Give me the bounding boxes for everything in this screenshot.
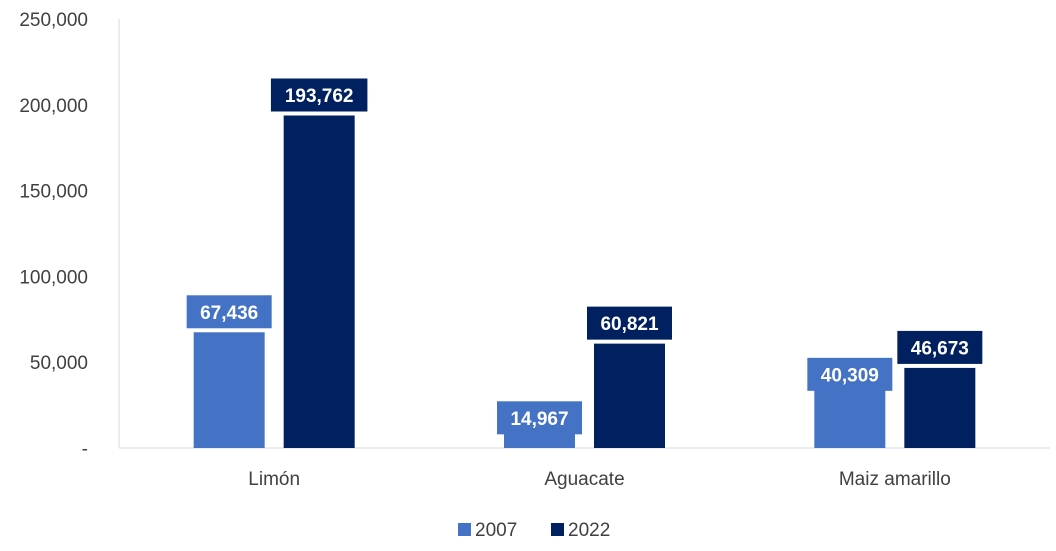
y-tick-label: 200,000 <box>19 96 88 117</box>
data-label-box <box>270 78 368 112</box>
legend-label: 2007 <box>475 520 517 541</box>
x-category-label: Maiz amarillo <box>839 469 951 490</box>
legend: 2007 2022 <box>458 520 610 541</box>
bar-2022-0 <box>283 115 355 449</box>
data-label: 46,673 <box>911 338 969 359</box>
data-label: 193,762 <box>285 86 354 107</box>
y-tick-label: 50,000 <box>30 353 88 374</box>
bar-2022-1 <box>594 343 665 448</box>
data-label-box <box>497 401 582 435</box>
x-axis: Limón Aguacate Maiz amarillo <box>119 447 1050 490</box>
x-category-label: Limón <box>248 469 300 490</box>
bar-2007-0 <box>193 332 265 448</box>
data-label-box <box>186 295 272 329</box>
data-label: 67,436 <box>200 303 258 324</box>
y-tick-label: 150,000 <box>19 182 88 203</box>
data-label: 60,821 <box>600 314 659 335</box>
x-category-label: Aguacate <box>544 469 624 490</box>
y-axis: - 50,000 100,000 150,000 200,000 250,000 <box>19 10 120 460</box>
legend-swatch-2022 <box>551 523 564 536</box>
legend-label: 2022 <box>568 520 610 541</box>
legend-swatch-2007 <box>458 523 471 536</box>
data-label-box <box>587 306 672 340</box>
bars <box>193 115 976 449</box>
data-label: 14,967 <box>510 409 568 430</box>
data-labels: 67,436 193,762 14,967 60,821 40,309 46,673 <box>186 78 983 435</box>
y-tick-label: 250,000 <box>19 10 88 31</box>
data-label-box <box>897 330 983 364</box>
y-tick-label: - <box>82 439 88 460</box>
y-tick-label: 100,000 <box>19 267 88 288</box>
data-label-box <box>807 357 893 391</box>
data-label: 40,309 <box>821 365 879 386</box>
bar-2022-2 <box>904 367 976 448</box>
